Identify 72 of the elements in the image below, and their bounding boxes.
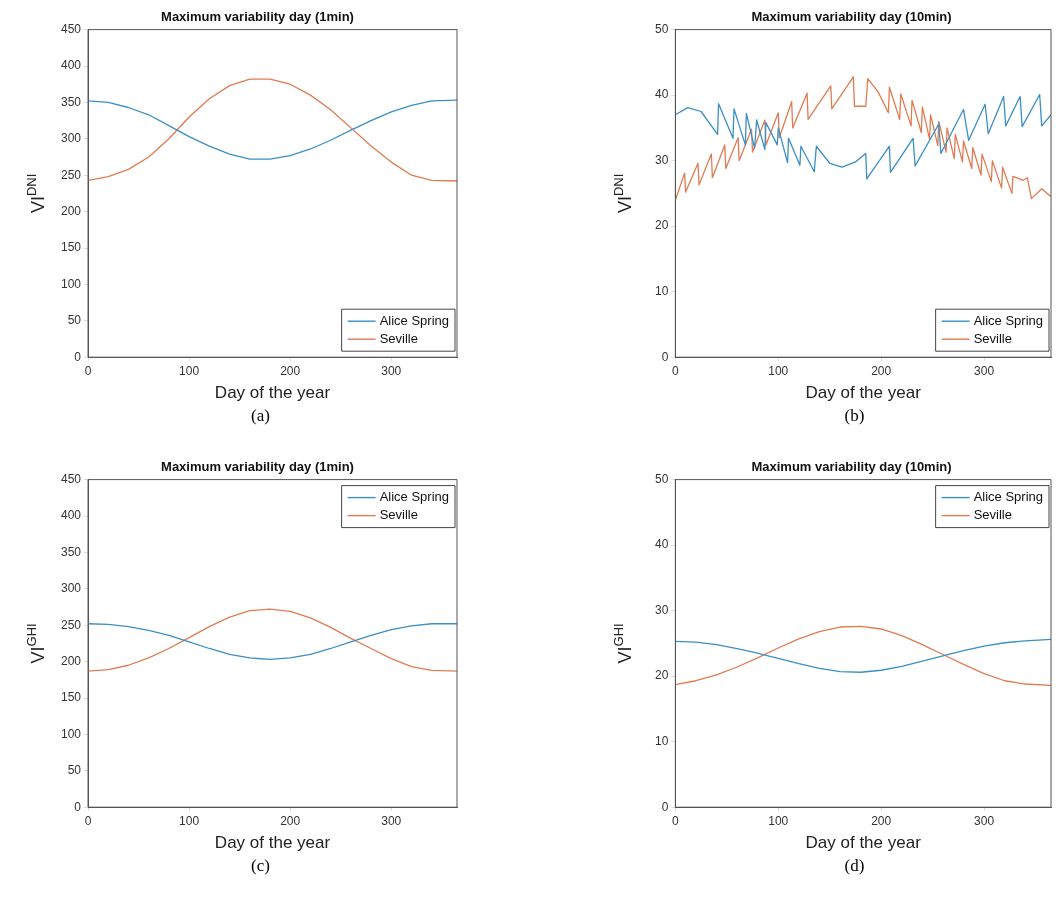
chart-title: Maximum variability day (1min)	[161, 9, 354, 25]
y-tick-label: 100	[60, 726, 82, 741]
y-axis-title: VIGHI	[24, 623, 49, 664]
y-tick-label: 50	[654, 471, 669, 486]
y-tick-label: 450	[60, 471, 82, 486]
x-tick-label: 300	[381, 363, 402, 378]
x-tick-label: 0	[672, 813, 679, 828]
x-tick-label: 200	[871, 813, 892, 828]
chart-title: Maximum variability day (1min)	[161, 459, 354, 475]
legend-label: Seville	[379, 507, 418, 523]
text: (d)	[843, 856, 866, 876]
x-tick-label: 100	[179, 813, 200, 828]
y-tick-label: 100	[60, 276, 82, 291]
chart-title: Maximum variability day (10min)	[751, 459, 952, 475]
x-tick-label: 200	[280, 363, 301, 378]
y-tick-label: 0	[74, 799, 82, 814]
x-tick-label: 300	[974, 363, 995, 378]
y-tick-label: 200	[60, 203, 82, 218]
x-tick-label: 300	[381, 813, 402, 828]
x-axis-title: Day of the year	[805, 383, 922, 403]
y-axis-title: VIDNI	[611, 173, 636, 214]
y-tick-label: 300	[60, 581, 82, 596]
text: (a)	[250, 406, 271, 426]
y-tick-label: 50	[67, 313, 82, 328]
x-tick-label: 100	[768, 813, 789, 828]
y-tick-label: 250	[60, 617, 82, 632]
y-tick-label: 400	[60, 508, 82, 523]
x-tick-label: 0	[84, 813, 92, 828]
x-tick-label: 200	[280, 813, 301, 828]
y-tick-label: 400	[60, 58, 82, 73]
x-tick-label: 200	[871, 363, 892, 378]
y-tick-label: 20	[654, 668, 669, 683]
chart-title: Maximum variability day (10min)	[751, 9, 952, 25]
legend-label: Alice Spring	[973, 312, 1044, 328]
y-tick-label: 0	[661, 349, 669, 364]
y-tick-label: 30	[654, 152, 669, 167]
legend-label: Seville	[973, 507, 1012, 523]
y-tick-label: 20	[654, 218, 669, 233]
y-tick-label: 10	[654, 283, 669, 298]
legend-label: Alice Spring	[379, 312, 450, 328]
text: (b)	[843, 406, 866, 426]
x-tick-label: 100	[768, 363, 789, 378]
text: (c)	[250, 856, 271, 876]
y-tick-label: 40	[654, 537, 669, 552]
y-tick-label: 200	[60, 653, 82, 668]
y-tick-label: 10	[654, 733, 669, 748]
x-tick-label: 300	[974, 813, 995, 828]
y-tick-label: 40	[654, 87, 669, 102]
y-tick-label: 50	[654, 21, 669, 36]
y-tick-label: 450	[60, 21, 82, 36]
legend-label: Alice Spring	[379, 489, 450, 505]
x-axis-title: Day of the year	[805, 833, 922, 853]
y-tick-label: 250	[60, 167, 82, 182]
y-tick-label: 50	[67, 763, 82, 778]
y-tick-label: 350	[60, 94, 82, 109]
y-tick-label: 30	[654, 602, 669, 617]
legend-label: Seville	[379, 330, 418, 346]
x-tick-label: 0	[672, 363, 679, 378]
x-tick-label: 0	[84, 363, 92, 378]
y-tick-label: 150	[60, 240, 82, 255]
x-axis-title: Day of the year	[214, 833, 331, 853]
y-tick-label: 0	[74, 349, 82, 364]
x-tick-label: 100	[179, 363, 200, 378]
x-axis-title: Day of the year	[214, 383, 331, 403]
y-tick-label: 300	[60, 131, 82, 146]
y-tick-label: 0	[661, 799, 669, 814]
y-tick-label: 150	[60, 690, 82, 705]
legend-label: Seville	[973, 330, 1012, 346]
y-axis-title: VIDNI	[24, 173, 49, 214]
y-tick-label: 350	[60, 544, 82, 559]
y-axis-title: VIGHI	[611, 623, 636, 664]
legend-label: Alice Spring	[973, 489, 1044, 505]
